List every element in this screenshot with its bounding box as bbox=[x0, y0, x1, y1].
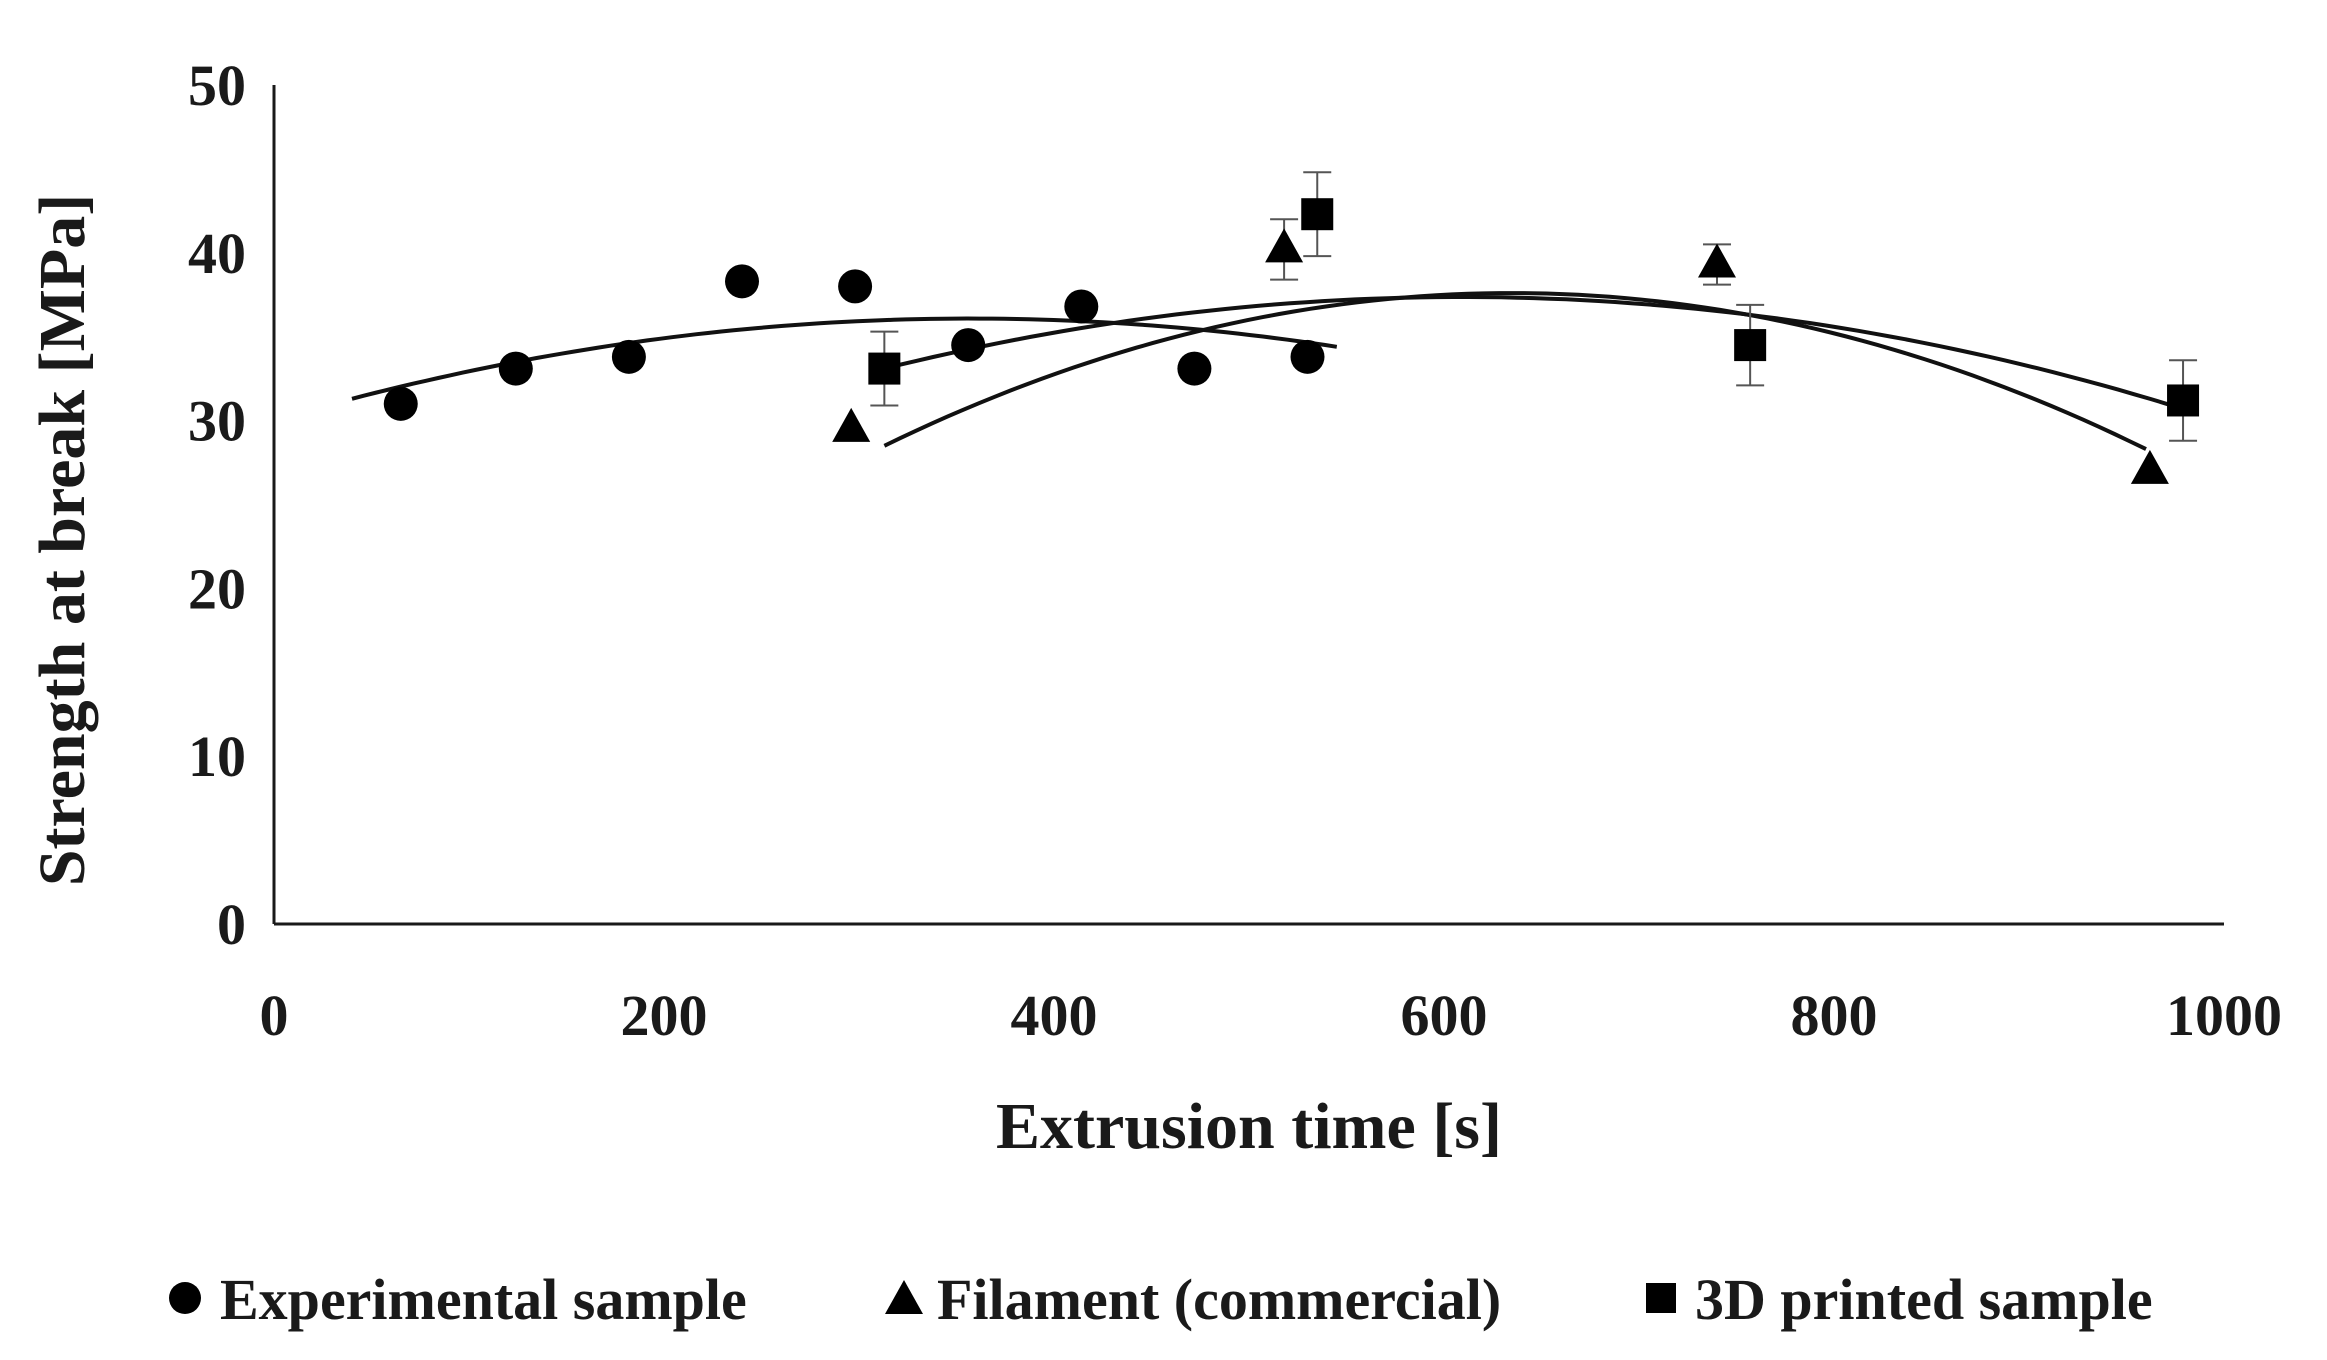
data-point-experimental bbox=[838, 269, 873, 304]
x-tick-label: 0 bbox=[260, 983, 289, 1048]
y-tick-label: 10 bbox=[188, 724, 246, 789]
x-axis-title: Extrusion time [s] bbox=[996, 1090, 1502, 1163]
data-point-experimental bbox=[1290, 339, 1325, 374]
trend-line-filament bbox=[883, 291, 2147, 451]
x-tick-label: 800 bbox=[1791, 983, 1878, 1048]
y-tick-label: 20 bbox=[188, 556, 246, 621]
x-tick-label: 1000 bbox=[2166, 983, 2282, 1048]
data-point-filament bbox=[2130, 449, 2169, 484]
y-tick-label: 0 bbox=[217, 892, 246, 957]
data-point-3d-printed bbox=[1301, 198, 1334, 231]
legend-square-marker bbox=[1646, 1283, 1676, 1313]
data-point-3d-printed bbox=[2167, 384, 2200, 417]
x-tick-label: 600 bbox=[1401, 983, 1488, 1048]
legend-label-filament: Filament (commercial) bbox=[937, 1267, 1501, 1332]
data-point-experimental bbox=[383, 386, 418, 421]
trend-line-3d-printed bbox=[883, 295, 2184, 411]
data-point-experimental bbox=[725, 264, 759, 299]
tick-labels: 0 200 400 600 800 1000 0 10 20 30 40 50 bbox=[188, 53, 2282, 1048]
data-point-experimental bbox=[1064, 289, 1099, 324]
data-point-filament bbox=[832, 407, 871, 442]
data-point-3d-printed bbox=[868, 352, 901, 385]
x-tick-label: 200 bbox=[621, 983, 708, 1048]
legend-label-3d-printed: 3D printed sample bbox=[1695, 1267, 2153, 1332]
data-point-3d-printed bbox=[1734, 329, 1767, 362]
data-markers bbox=[383, 198, 2200, 484]
data-point-filament bbox=[1698, 243, 1736, 278]
data-point-experimental bbox=[611, 339, 646, 374]
legend-label-experimental: Experimental sample bbox=[220, 1267, 747, 1332]
y-axis-title: Strength at break [MPa] bbox=[26, 194, 99, 886]
data-point-experimental bbox=[951, 328, 986, 363]
data-point-experimental bbox=[498, 351, 533, 386]
data-point-filament bbox=[1265, 228, 1304, 263]
legend-triangle-marker bbox=[885, 1280, 923, 1314]
y-tick-label: 40 bbox=[188, 221, 246, 286]
legend-circle-marker bbox=[169, 1282, 201, 1314]
x-tick-label: 400 bbox=[1011, 983, 1098, 1048]
y-tick-label: 30 bbox=[188, 389, 246, 454]
y-tick-label: 50 bbox=[188, 53, 246, 118]
legend: Experimental sample Filament (commercial… bbox=[169, 1267, 2153, 1332]
data-point-experimental bbox=[1177, 351, 1212, 386]
